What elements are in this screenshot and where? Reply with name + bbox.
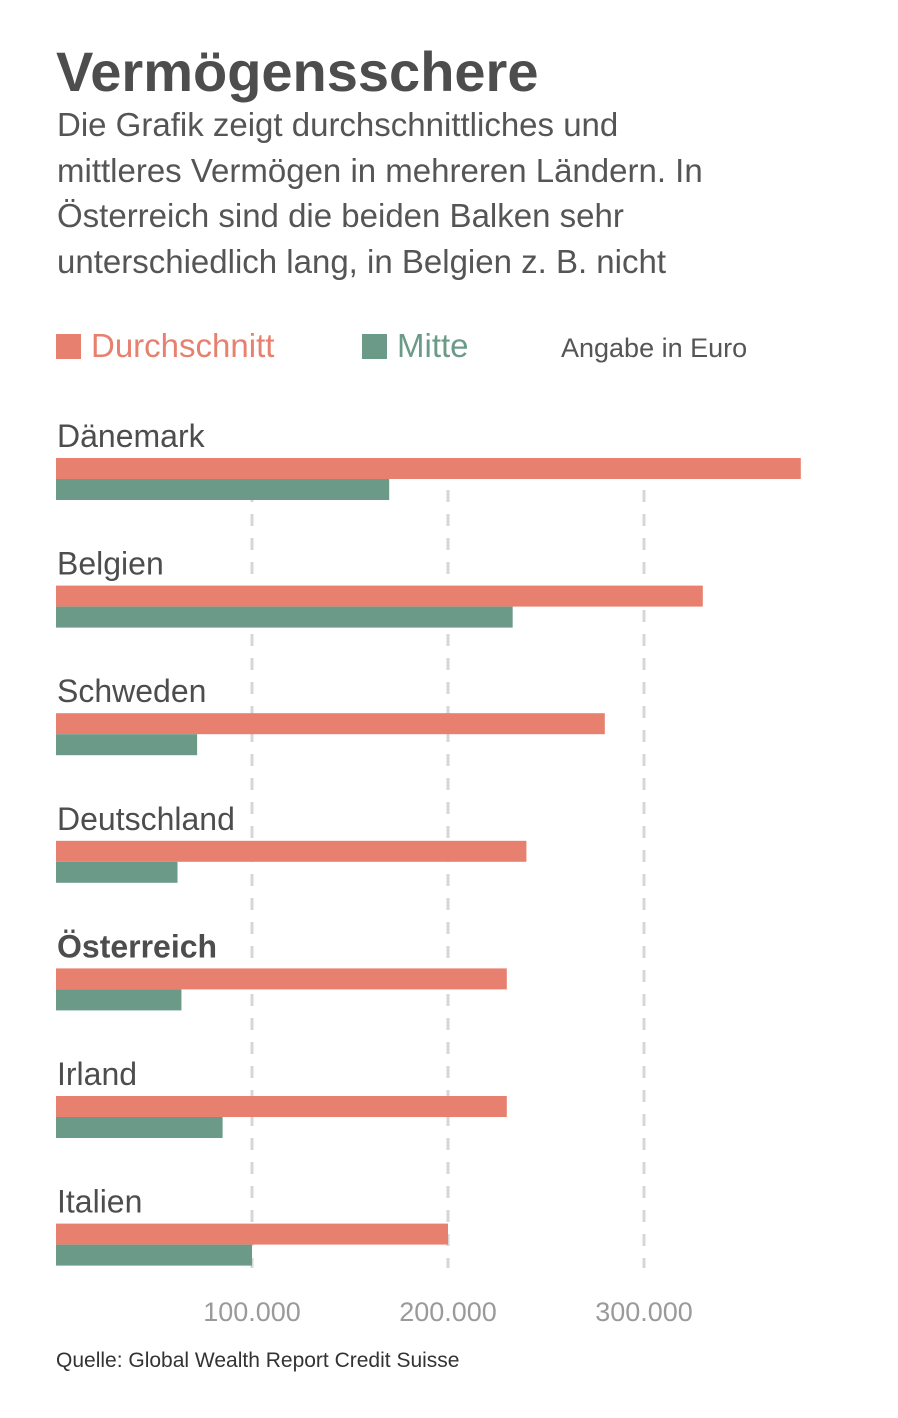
category-label: Schweden xyxy=(57,673,206,709)
legend-swatch-durchschnitt xyxy=(56,334,81,359)
bar-durchschnitt xyxy=(56,585,703,607)
category-label: Belgien xyxy=(57,546,164,582)
x-tick-label: 300.000 xyxy=(595,1297,693,1327)
bar-rows: Dänemark Belgien Schweden Deutschland Österr… xyxy=(56,418,801,1266)
chart-title: Vermögensschere xyxy=(56,40,538,103)
bar-durchschnitt xyxy=(56,1223,448,1245)
bar-mitte xyxy=(56,989,182,1011)
bar-durchschnitt xyxy=(56,1096,507,1117)
bar-mitte xyxy=(56,1117,223,1138)
unit-note: Angabe in Euro xyxy=(561,333,747,363)
category-label: Deutschland xyxy=(57,801,235,837)
subtitle-line: mittleres Vermögen in mehreren Ländern. … xyxy=(57,152,703,189)
subtitle-line: Österreich sind die beiden Balken sehr xyxy=(57,197,624,234)
legend-label-mitte: Mitte xyxy=(397,327,469,364)
bar-mitte xyxy=(56,479,390,500)
x-axis-ticks: 100.000 200.000 300.000 xyxy=(203,1297,693,1327)
category-label: Italien xyxy=(57,1184,142,1220)
legend-label-durchschnitt: Durchschnitt xyxy=(91,327,274,364)
source-note: Quelle: Global Wealth Report Credit Suis… xyxy=(56,1349,459,1372)
category-label: Dänemark xyxy=(57,418,206,454)
legend-swatch-mitte xyxy=(362,334,387,359)
bar-durchschnitt xyxy=(56,968,507,990)
x-tick-label: 200.000 xyxy=(399,1297,497,1327)
category-label: Österreich xyxy=(57,928,217,964)
bar-mitte xyxy=(56,1244,252,1266)
subtitle-line: unterschiedlich lang, in Belgien z. B. n… xyxy=(57,243,666,280)
bar-mitte xyxy=(56,861,178,883)
bar-durchschnitt xyxy=(56,840,527,862)
bar-mitte xyxy=(56,734,198,756)
x-tick-label: 100.000 xyxy=(203,1297,301,1327)
subtitle-line: Die Grafik zeigt durchschnittliches und xyxy=(57,106,618,143)
subtitle: Die Grafik zeigt durchschnittliches und … xyxy=(57,106,703,280)
bar-durchschnitt xyxy=(56,458,801,479)
bar-mitte xyxy=(56,606,513,628)
bar-durchschnitt xyxy=(56,713,605,735)
category-label: Irland xyxy=(57,1056,137,1092)
legend: Durchschnitt Mitte Angabe in Euro xyxy=(56,327,747,364)
